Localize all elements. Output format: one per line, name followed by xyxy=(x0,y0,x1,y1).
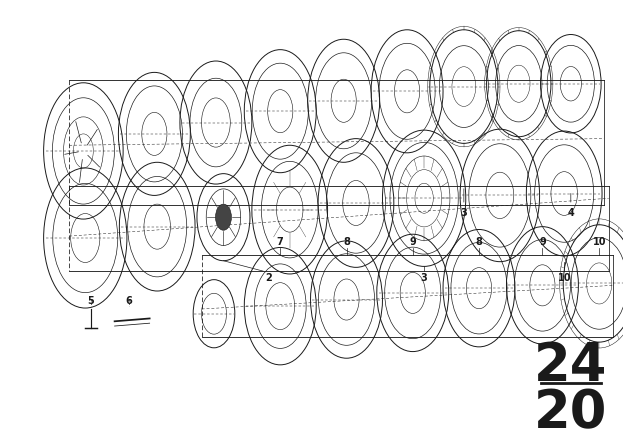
Text: 8: 8 xyxy=(343,237,350,247)
Text: 3: 3 xyxy=(461,208,467,218)
Text: 9: 9 xyxy=(539,237,546,247)
Text: 2: 2 xyxy=(265,273,272,283)
Text: 20: 20 xyxy=(534,388,607,439)
Text: 10: 10 xyxy=(557,273,571,283)
Ellipse shape xyxy=(216,204,232,230)
Text: 3: 3 xyxy=(420,273,428,283)
Text: 9: 9 xyxy=(410,237,416,247)
Text: 7: 7 xyxy=(277,237,284,247)
Text: 10: 10 xyxy=(593,237,606,247)
Text: 8: 8 xyxy=(476,237,483,247)
Text: 6: 6 xyxy=(125,296,132,306)
Text: 5: 5 xyxy=(88,296,94,306)
Text: 4: 4 xyxy=(568,208,574,218)
Text: 24: 24 xyxy=(534,340,607,392)
